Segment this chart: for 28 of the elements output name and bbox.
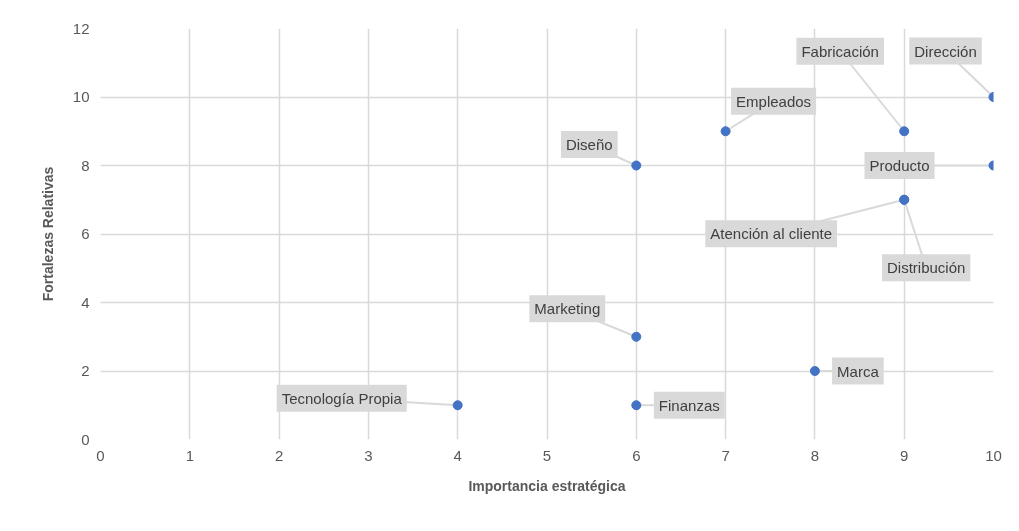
x-tick-label: 4 xyxy=(453,446,462,464)
x-tick-label: 7 xyxy=(721,446,730,464)
annotation: Marketing xyxy=(534,300,601,318)
y-tick-label: 10 xyxy=(72,88,90,105)
annotation: Empleados xyxy=(736,92,812,110)
x-tick-label: 0 xyxy=(96,446,105,464)
annotation: Marca xyxy=(837,362,880,380)
y-tick-label: 4 xyxy=(81,293,90,311)
x-tick-label: 5 xyxy=(542,446,552,464)
x-tick-label: 9 xyxy=(900,446,909,464)
y-tick-label: 2 xyxy=(81,362,90,379)
y-tick-label: 8 xyxy=(81,156,90,174)
x-tick-label: 6 xyxy=(632,446,641,464)
y-tick-label: 0 xyxy=(81,430,90,448)
annotation: Dirección xyxy=(914,42,977,60)
y-axis-title: Fortalezas Relativas xyxy=(39,166,56,302)
x-tick-label: 8 xyxy=(810,446,820,464)
x-tick-label: 2 xyxy=(274,446,284,464)
y-tick-label: 12 xyxy=(72,19,90,37)
y-tick-label: 6 xyxy=(81,225,90,242)
x-tick-label: 10 xyxy=(985,446,1002,464)
x-tick-label: 3 xyxy=(364,446,373,464)
annotation: Distribución xyxy=(887,259,966,277)
annotation: Fabricación xyxy=(801,42,879,60)
annotation: Atención al cliente xyxy=(710,225,833,243)
x-tick-label: 1 xyxy=(185,446,194,464)
x-axis-title: Importancia estratégica xyxy=(468,477,626,494)
annotation: Producto xyxy=(869,157,930,174)
